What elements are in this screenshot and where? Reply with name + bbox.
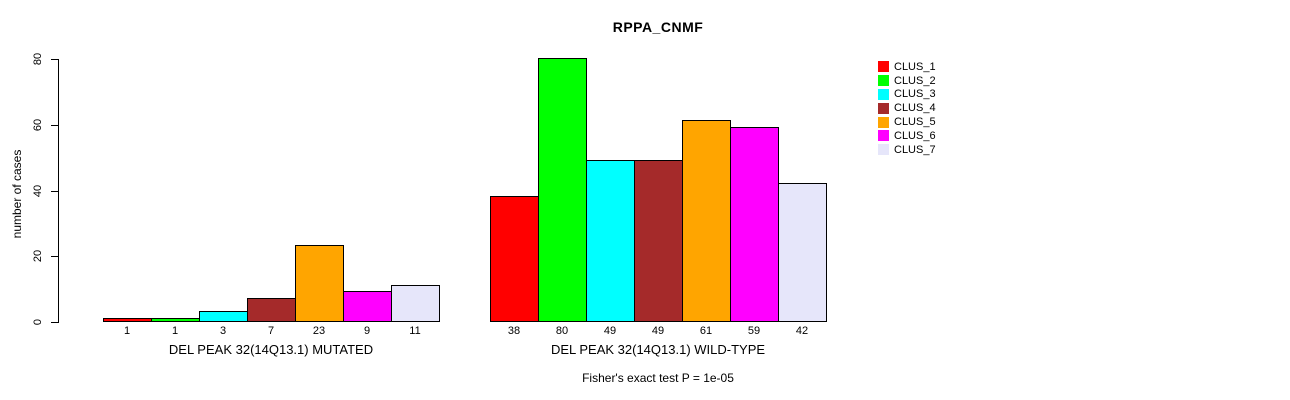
y-tick-mark bbox=[51, 124, 58, 126]
bar bbox=[682, 120, 731, 322]
bar-value-label: 11 bbox=[409, 325, 421, 337]
bar bbox=[730, 127, 779, 322]
legend-item: CLUS_1 bbox=[878, 60, 936, 74]
legend-swatch bbox=[878, 61, 889, 73]
y-tick-mark bbox=[51, 256, 58, 258]
y-tick-label: 40 bbox=[32, 184, 44, 197]
bar bbox=[778, 182, 827, 322]
legend-label: CLUS_4 bbox=[894, 102, 936, 115]
legend-item: CLUS_5 bbox=[878, 115, 936, 129]
y-tick-label: 0 bbox=[32, 318, 44, 326]
bar bbox=[247, 298, 296, 322]
legend-swatch bbox=[878, 102, 889, 114]
bar-value-label: 7 bbox=[267, 325, 275, 337]
legend-item: CLUS_7 bbox=[878, 143, 936, 157]
legend-label: CLUS_3 bbox=[894, 88, 936, 101]
legend: CLUS_1 CLUS_2 CLUS_3 CLUS_4 CLUS_5 CLUS_6 CLUS… bbox=[878, 60, 936, 157]
bar-value-label: 42 bbox=[795, 325, 809, 337]
bar bbox=[490, 196, 539, 322]
legend-label: CLUS_2 bbox=[894, 74, 936, 87]
legend-item: CLUS_3 bbox=[878, 88, 936, 102]
y-tick-label: 60 bbox=[32, 118, 44, 131]
bar-value-label: 1 bbox=[171, 325, 179, 337]
bar-value-label: 9 bbox=[363, 325, 371, 337]
bar-value-label: 49 bbox=[651, 325, 665, 337]
bar-value-label: 59 bbox=[747, 325, 761, 337]
bar-value-label: 3 bbox=[219, 325, 227, 337]
bar bbox=[538, 58, 587, 322]
fisher-test-annotation: Fisher's exact test P = 1e-05 bbox=[582, 371, 734, 385]
y-tick-mark bbox=[51, 59, 58, 60]
y-tick-label: 20 bbox=[32, 250, 44, 263]
bar-value-label: 61 bbox=[699, 325, 713, 337]
legend-label: CLUS_5 bbox=[894, 116, 936, 129]
legend-swatch bbox=[878, 130, 889, 142]
legend-label: CLUS_6 bbox=[894, 129, 936, 142]
bar-value-label: 23 bbox=[312, 325, 326, 337]
legend-item: CLUS_4 bbox=[878, 101, 936, 115]
legend-swatch bbox=[878, 88, 889, 100]
group-label: DEL PEAK 32(14Q13.1) WILD-TYPE bbox=[550, 342, 766, 357]
y-tick-label: 80 bbox=[32, 52, 44, 66]
bar bbox=[343, 291, 392, 322]
legend-item: CLUS_2 bbox=[878, 74, 936, 88]
bar-value-label: 80 bbox=[555, 325, 569, 337]
bar bbox=[391, 284, 440, 322]
chart-title: RPPA_CNMF bbox=[612, 19, 704, 35]
y-tick-mark bbox=[51, 190, 58, 192]
legend-swatch bbox=[878, 75, 889, 87]
y-axis-label: number of cases bbox=[10, 149, 24, 239]
bar-value-label: 1 bbox=[123, 325, 131, 337]
y-tick-mark bbox=[51, 322, 58, 323]
bar-value-label: 38 bbox=[507, 325, 521, 337]
legend-label: CLUS_7 bbox=[894, 143, 936, 156]
legend-item: CLUS_6 bbox=[878, 129, 936, 143]
legend-swatch bbox=[878, 144, 889, 156]
bar bbox=[199, 311, 248, 322]
bar bbox=[586, 159, 635, 322]
bar bbox=[151, 317, 200, 322]
bar bbox=[634, 159, 683, 322]
legend-label: CLUS_1 bbox=[894, 60, 936, 73]
bar bbox=[295, 245, 344, 322]
group-label: DEL PEAK 32(14Q13.1) MUTATED bbox=[168, 342, 374, 357]
legend-swatch bbox=[878, 116, 889, 128]
bar bbox=[103, 317, 152, 322]
y-axis-line bbox=[58, 59, 59, 323]
bar-value-label: 49 bbox=[603, 325, 617, 337]
